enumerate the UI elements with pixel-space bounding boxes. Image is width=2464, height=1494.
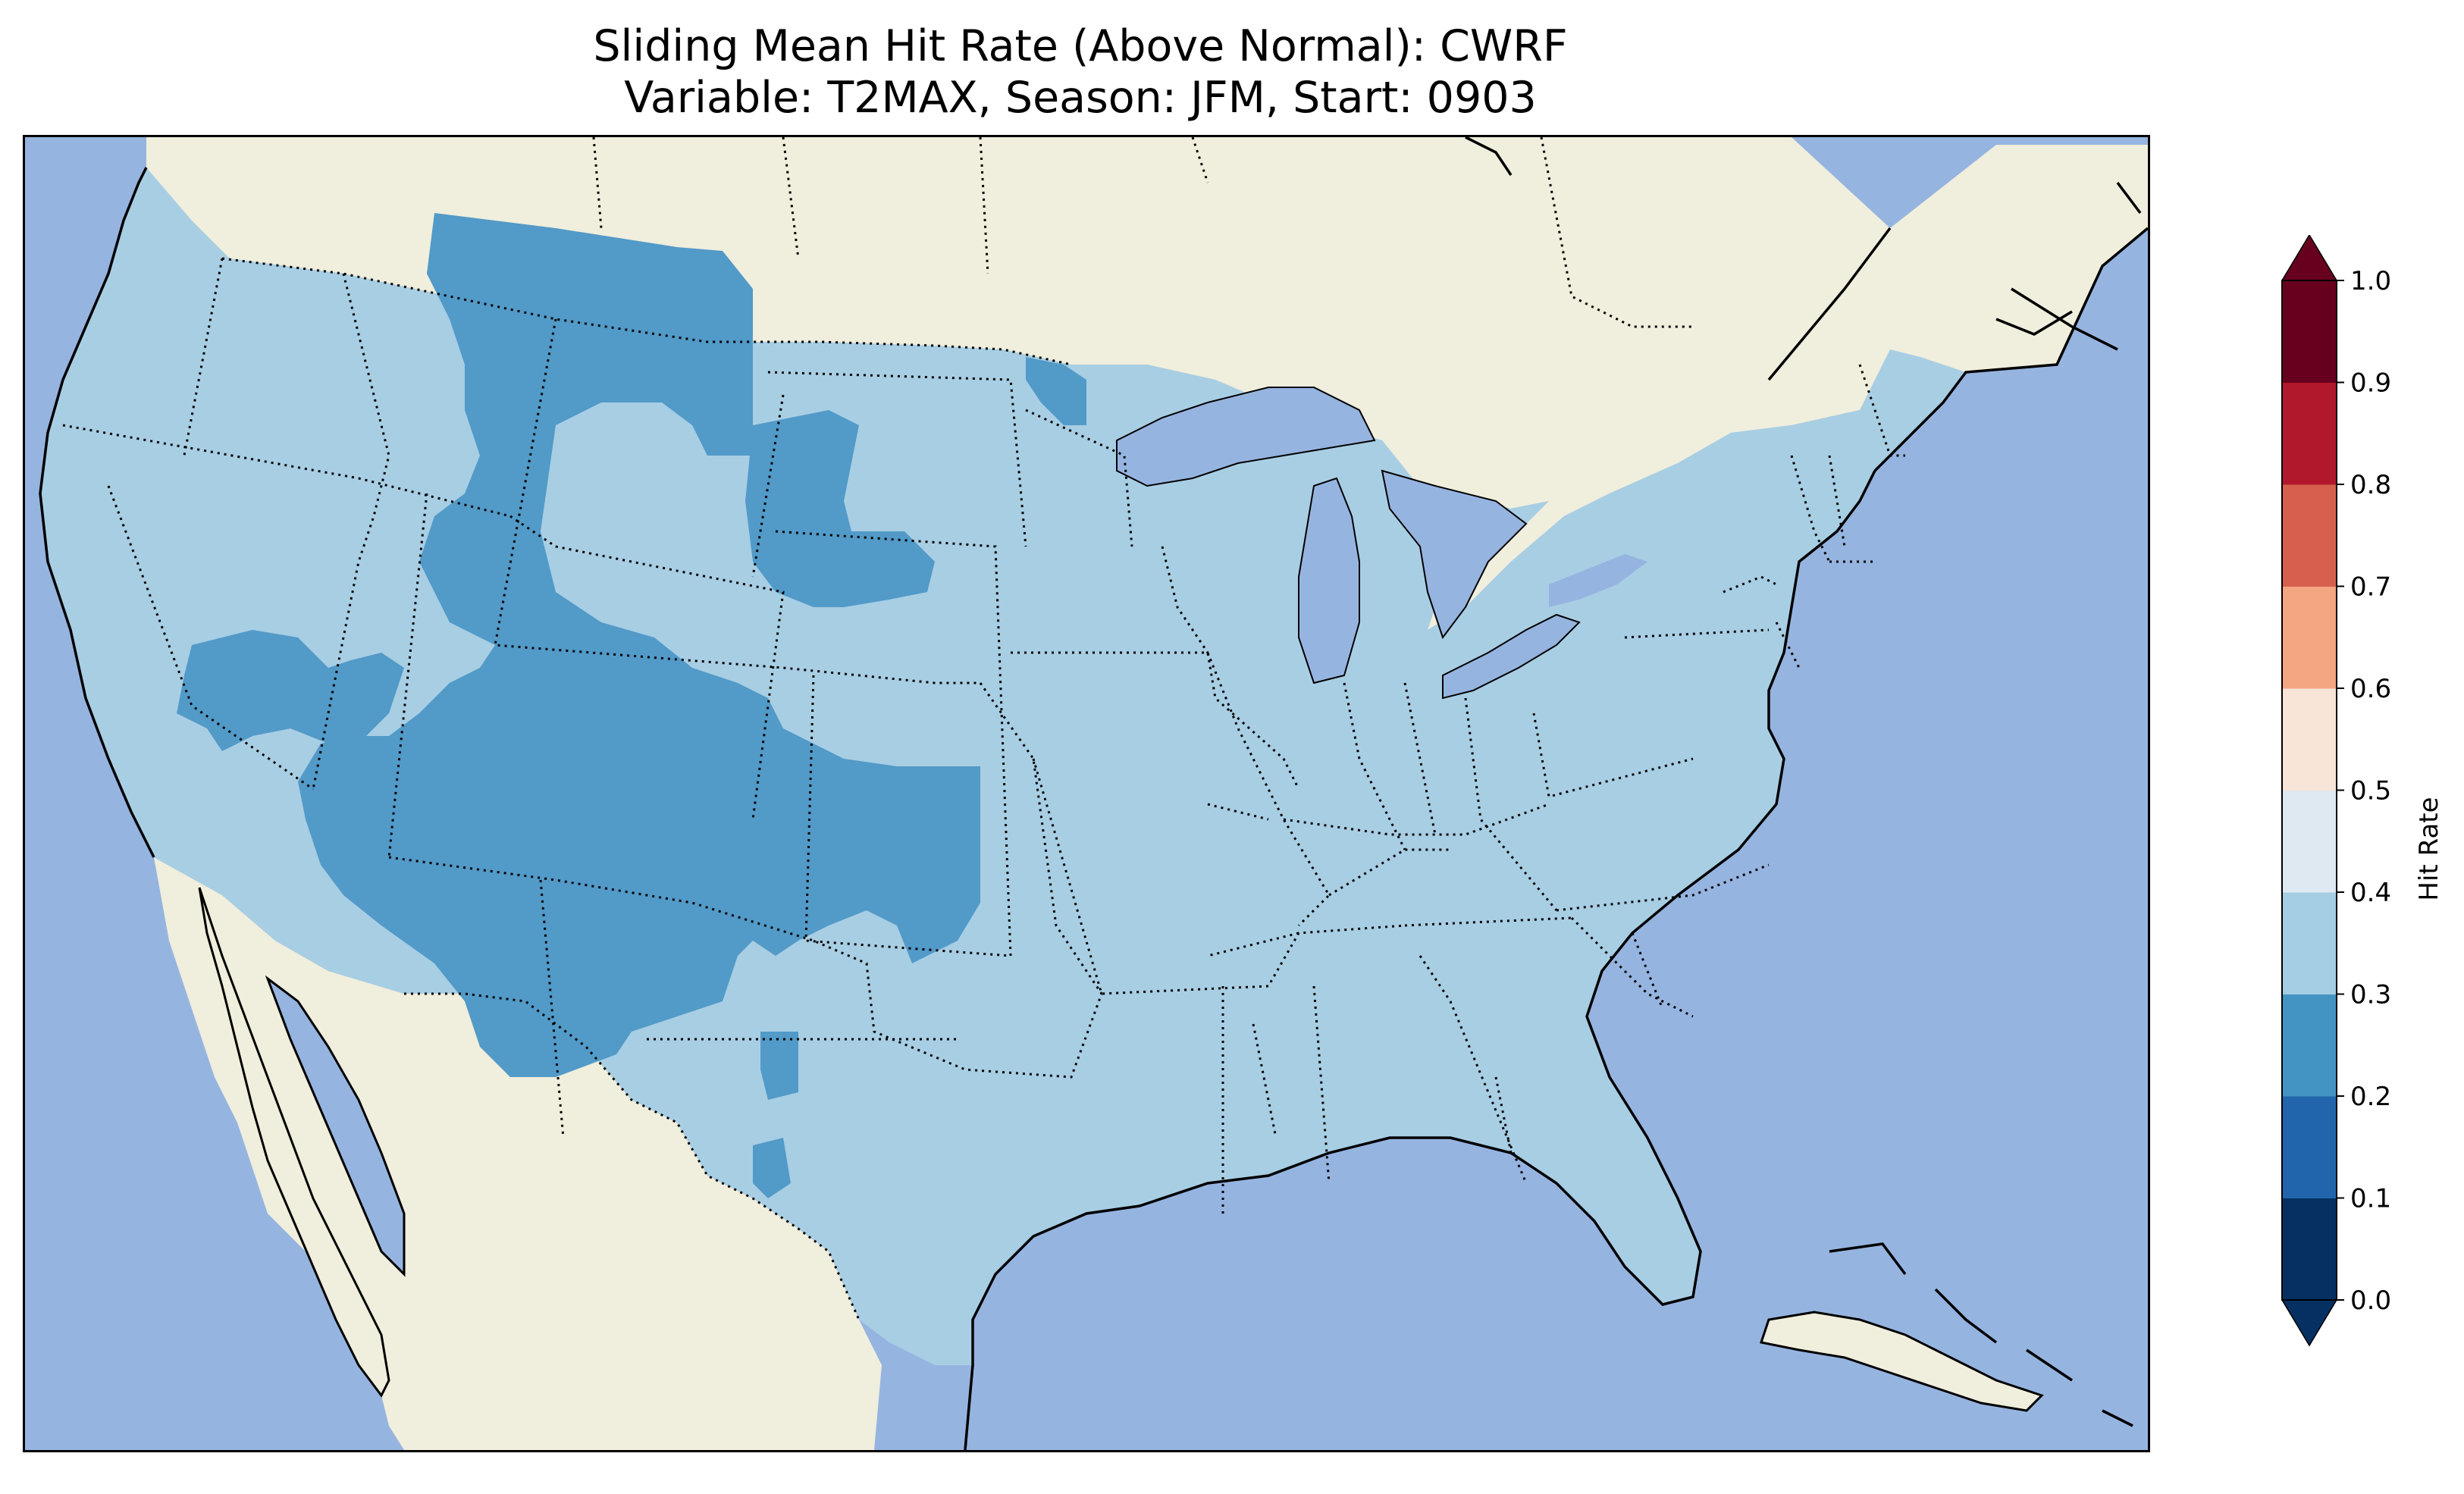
map-panel — [23, 135, 2150, 1452]
colorbar-tick-label: 0.7 — [2350, 572, 2391, 603]
colorbar-segment — [2282, 892, 2337, 994]
colorbar-extend-under — [2281, 1299, 2338, 1347]
hit-rate-region-northern-rockies — [298, 213, 980, 1077]
lake-ontario — [1549, 554, 1647, 607]
mexico-land — [154, 857, 882, 1450]
colorbar-segment — [2282, 280, 2337, 383]
hit-rate-region-west-texas — [760, 1032, 798, 1100]
colorbar-segment — [2282, 1198, 2337, 1301]
colorbar-tick-label: 0.2 — [2350, 1082, 2391, 1112]
lake-erie — [1443, 615, 1579, 698]
colorbar-tick-label: 0.9 — [2350, 368, 2391, 399]
hit-rate-region-great-basin — [177, 630, 404, 751]
international-borders — [221, 137, 1693, 1320]
state-borders — [62, 258, 1905, 1214]
colorbar: 0.0 0.1 0.2 0.3 0.4 0.5 0.6 0.7 0.8 0.9 1.0 Hit Ra… — [2281, 235, 2444, 1347]
hit-rate-region-big-bend — [753, 1138, 791, 1198]
colorbar-segment — [2282, 1096, 2337, 1198]
hit-rate-region-northern-plains — [745, 410, 935, 607]
map-title: Sliding Mean Hit Rate (Above Normal): CW… — [593, 21, 1568, 71]
lake-huron — [1382, 471, 1526, 637]
colorbar-tick-label: 0.6 — [2350, 674, 2391, 704]
gulf-of-california — [265, 975, 406, 1277]
colorbar-segment — [2282, 586, 2337, 689]
colorbar-segment — [2282, 790, 2337, 893]
colorbar-segments — [2281, 235, 2338, 1347]
colorbar-extend-over — [2281, 235, 2338, 281]
colorbar-tick-label: 0.5 — [2350, 776, 2391, 807]
colorbar-segment — [2282, 484, 2337, 587]
colorbar-tick-label: 0.8 — [2350, 470, 2391, 500]
baja-california — [198, 887, 390, 1398]
colorbar-ticks: 0.0 0.1 0.2 0.3 0.4 0.5 0.6 0.7 0.8 0.9 1.0 — [2337, 266, 2391, 1316]
colorbar-tick-label: 0.1 — [2350, 1184, 2391, 1214]
colorbar-segment — [2282, 994, 2337, 1097]
coastlines — [39, 137, 2148, 1450]
lake-michigan — [1299, 478, 1359, 683]
colorbar-tick-label: 0.4 — [2350, 878, 2391, 908]
colorbar-segment — [2282, 382, 2337, 485]
hit-rate-region-north-lake — [1026, 357, 1086, 425]
colorbar-segment — [2282, 688, 2337, 791]
lake-outlines — [1116, 387, 1581, 700]
colorbar-tick-label: 1.0 — [2350, 266, 2391, 296]
map-canvas — [25, 137, 2148, 1450]
colorbar-tick-label: 0.0 — [2350, 1286, 2391, 1316]
cuba — [1760, 1311, 2044, 1412]
map-subtitle: Variable: T2MAX, Season: JFM, Start: 090… — [624, 73, 1537, 123]
colorbar-tick-label: 0.3 — [2350, 980, 2391, 1010]
colorbar-label: Hit Rate — [2414, 797, 2444, 900]
